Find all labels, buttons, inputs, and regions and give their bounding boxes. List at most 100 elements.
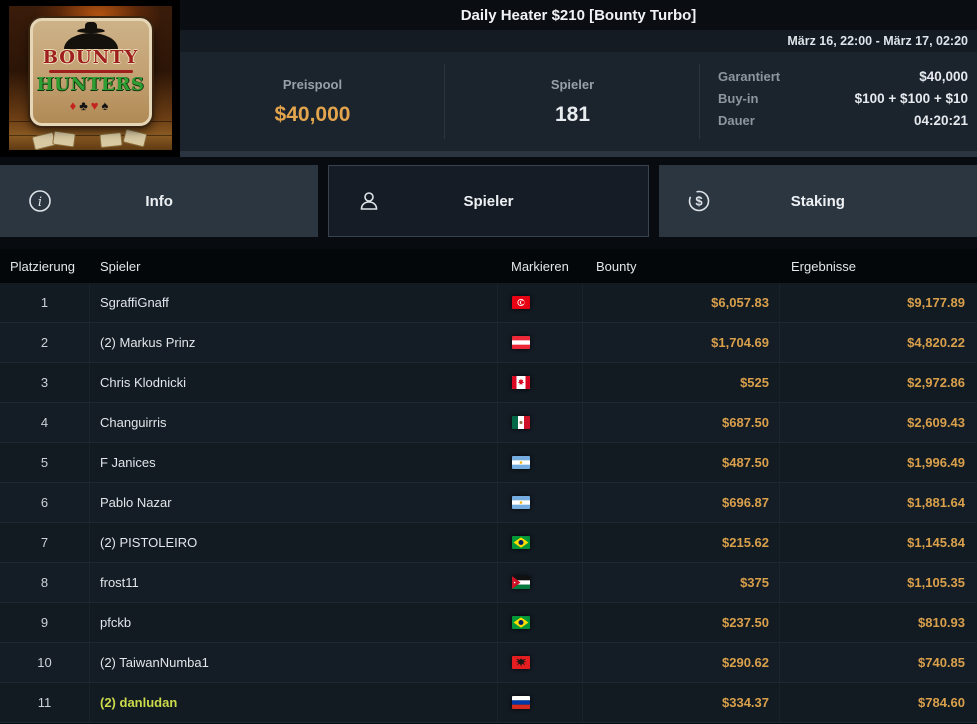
detail-label: Buy-in [718,91,759,106]
country-flag-jordan [498,563,583,602]
table-row-rank-1[interactable]: 1 SgraffiGnaff $6,057.83 $9,177.89 [0,283,977,323]
table-row-rank-7[interactable]: 7 (2) PISTOLEIRO $215.62 $1,145.84 [0,523,977,563]
table-row-rank-11[interactable]: 11 (2) danludan $334.37 $784.60 [0,683,977,723]
players-value: 181 [554,102,591,126]
prizepool-value: $40,000 [274,102,351,126]
logo-word-bounty: BOUNTY [42,47,139,69]
logo-divider [48,70,133,74]
tab-label: Info [145,192,173,210]
table-row-rank-10[interactable]: 10 (2) TaiwanNumba1 $290.62 $740.85 [0,643,977,683]
table-row-rank-8[interactable]: 8 frost11 $375 $1,105.35 [0,563,977,603]
tab-bar: i Info Spieler $ Staking [0,165,977,237]
country-flag-argentina [498,483,583,522]
bounty-value: $237.50 [583,603,780,642]
bounty-value: $375 [583,563,780,602]
bounty-value: $525 [583,363,780,402]
bounty-value: $1,704.69 [583,323,780,362]
bounty-value: $487.50 [583,443,780,482]
detail-row-buyin: Buy-in $100 + $100 + $10 [718,91,968,106]
player-name: Changuirris [90,403,498,442]
table-row-rank-3[interactable]: 3 Chris Klodnicki $525 $2,972.86 [0,363,977,403]
detail-value: 04:20:21 [913,113,968,128]
column-header-bounty: Bounty [596,258,637,274]
detail-value: $40,000 [919,69,968,84]
detail-label: Dauer [718,113,755,128]
rank-value: 7 [0,523,90,562]
country-flag-albania [498,643,583,682]
bounty-value: $334.37 [583,683,780,722]
logo-artwork: BOUNTY HUNTERS ♦♣♥♠ [9,6,172,150]
result-value: $2,609.43 [907,415,965,430]
result-value: $1,105.35 [907,575,965,590]
schedule-bar: März 16, 22:00 - März 17, 02:20 [180,30,977,52]
column-header-platzierung: Platzierung [10,258,76,274]
country-flag-mexico [498,403,583,442]
tournament-details: Garantiert $40,000 Buy-in $100 + $100 + $10… [700,52,977,151]
bounty-hunters-logo: BOUNTY HUNTERS ♦♣♥♠ [0,0,180,157]
bounty-value: $290.62 [583,643,780,682]
result-value: $1,996.49 [907,455,965,470]
result-value: $4,820.22 [907,335,965,350]
table-row-rank-6[interactable]: 6 Pablo Nazar $696.87 $1,881.64 [0,483,977,523]
player-name: (2) TaiwanNumba1 [90,643,498,682]
bounty-value: $696.87 [583,483,780,522]
logo-word-hunters: HUNTERS [36,74,145,96]
table-header: Platzierung Spieler Markieren Bounty Ergebni… [0,249,977,283]
rank-value: 6 [0,483,90,522]
rank-value: 9 [0,603,90,642]
detail-row-dauer: Dauer 04:20:21 [718,113,968,128]
stats-divider [444,64,445,139]
svg-text:$: $ [695,194,703,209]
spade-icon: ♠ [101,98,112,114]
card-suits-icons: ♦♣♥♠ [33,98,149,113]
country-flag-brazil [498,523,583,562]
prizepool-stat: Preispool $40,000 [180,52,445,151]
rank-value: 5 [0,443,90,482]
detail-value: $100 + $100 + $10 [854,91,968,106]
players-icon [357,189,381,213]
logo-badge: BOUNTY HUNTERS ♦♣♥♠ [29,18,152,127]
bounty-value: $687.50 [583,403,780,442]
tournament-title: Daily Heater $210 [Bounty Turbo] [460,6,697,24]
rank-value: 10 [0,643,90,682]
players-label: Spieler [550,76,595,92]
prizepool-label: Preispool [282,76,343,92]
players-table: 1 SgraffiGnaff $6,057.83 $9,177.89 2 (2) Mark… [0,283,977,724]
country-flag-austria [498,323,583,362]
staking-icon: $ [687,189,711,213]
info-icon: i [28,189,52,213]
club-icon: ♣ [79,98,91,114]
column-header-ergebnisse: Ergebnisse [791,258,857,274]
country-flag-tunisia [498,283,583,322]
country-flag-brazil [498,603,583,642]
result-value: $784.60 [918,695,965,710]
playing-cards-decoration [19,128,162,150]
player-name: Chris Klodnicki [90,363,498,402]
tab-info[interactable]: i Info [0,165,319,237]
player-name: pfckb [90,603,498,642]
table-row-rank-9[interactable]: 9 pfckb $237.50 $810.93 [0,603,977,643]
tab-spieler[interactable]: Spieler [328,165,649,237]
country-flag-russia [498,683,583,722]
tab-staking[interactable]: $ Staking [658,165,977,237]
tab-label: Spieler [463,192,514,210]
player-name: (2) PISTOLEIRO [90,523,498,562]
rank-value: 1 [0,283,90,322]
stats-panel: Preispool $40,000 Spieler 181 Garantiert… [180,52,977,151]
svg-text:i: i [38,195,42,210]
stats-divider [699,64,700,139]
player-name: frost11 [90,563,498,602]
country-flag-canada [498,363,583,402]
player-name: Pablo Nazar [90,483,498,522]
rank-value: 4 [0,403,90,442]
heart-icon: ♥ [90,98,102,114]
diamond-icon: ♦ [69,98,80,114]
result-value: $740.85 [918,655,965,670]
stats-bottom-strip [180,151,977,157]
bounty-value: $6,057.83 [583,283,780,322]
table-row-rank-2[interactable]: 2 (2) Markus Prinz $1,704.69 $4,820.22 [0,323,977,363]
column-header-spieler: Spieler [100,258,141,274]
player-name: SgraffiGnaff [90,283,498,322]
table-row-rank-4[interactable]: 4 Changuirris $687.50 $2,609.43 [0,403,977,443]
